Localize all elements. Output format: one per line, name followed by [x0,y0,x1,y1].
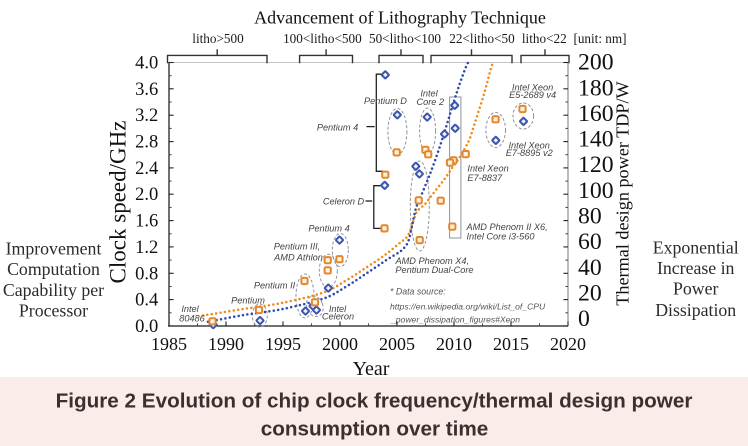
svg-text:Clock speed/GHz: Clock speed/GHz [105,121,130,284]
svg-text:120: 120 [578,152,614,178]
svg-text:Pentium III,: Pentium III, [274,242,320,252]
svg-text:Computation: Computation [7,259,100,279]
svg-text:Year: Year [353,358,390,380]
svg-text:Pentium Dual-Core: Pentium Dual-Core [395,265,473,275]
svg-text:Figure 2 Evolution of chip clo: Figure 2 Evolution of chip clock frequen… [56,389,693,412]
svg-text:E7-8895 v2: E7-8895 v2 [506,148,553,158]
svg-text:_power_dissipation_figures#Xeo: _power_dissipation_figures#Xeon [390,314,520,324]
svg-text:E5-2689 v4: E5-2689 v4 [509,90,556,100]
svg-text:60: 60 [578,229,602,255]
svg-text:2010: 2010 [436,334,472,354]
svg-text:E7-8837: E7-8837 [467,173,503,183]
svg-text:Pentium 4: Pentium 4 [308,224,349,234]
svg-text:3.2: 3.2 [135,106,158,126]
svg-text:2020: 2020 [550,334,586,354]
svg-text:litho>500: litho>500 [192,31,244,46]
svg-text:Intel Xeon: Intel Xeon [467,163,508,173]
svg-text:Core 2: Core 2 [417,97,445,107]
svg-text:80486: 80486 [179,314,205,324]
svg-text:Capability per: Capability per [3,280,104,300]
svg-text:Exponential: Exponential [653,238,739,258]
svg-text:20: 20 [578,281,602,307]
svg-text:1995: 1995 [265,334,301,354]
svg-text:Pentium D: Pentium D [364,96,407,106]
svg-text:AMD Athlon: AMD Athlon [273,253,323,263]
svg-text:1.6: 1.6 [135,212,158,232]
svg-text:Intel: Intel [420,89,438,99]
svg-text:0.8: 0.8 [135,264,158,284]
svg-text:AMD Phenom II X6,: AMD Phenom II X6, [466,222,548,232]
svg-text:0.0: 0.0 [135,317,158,337]
svg-text:40: 40 [578,255,602,281]
svg-text:Pentium II: Pentium II [254,281,296,291]
svg-text:22<litho<50: 22<litho<50 [449,31,515,46]
svg-text:2000: 2000 [322,334,358,354]
svg-text:180: 180 [578,75,614,101]
svg-text:160: 160 [578,101,614,127]
svg-text:3.6: 3.6 [135,80,158,100]
svg-text:200: 200 [578,50,614,76]
svg-text:Intel Core i3-560: Intel Core i3-560 [467,232,536,242]
svg-text:140: 140 [578,127,614,153]
svg-text:litho<22: litho<22 [522,31,567,46]
svg-text:80: 80 [578,204,602,230]
svg-text:Celeron D: Celeron D [323,197,365,207]
svg-text:Pentium 4: Pentium 4 [317,123,358,133]
svg-text:Processor: Processor [19,301,88,321]
svg-text:Dissipation: Dissipation [655,300,736,320]
svg-text:Celeron: Celeron [322,312,354,322]
svg-text:https://en.wikipedia.org/wiki/: https://en.wikipedia.org/wiki/List_of_CP… [390,302,546,312]
svg-text:0.4: 0.4 [135,291,158,311]
svg-text:1.2: 1.2 [135,238,158,258]
svg-text:* Data source:: * Data source: [390,287,446,297]
svg-text:2005: 2005 [379,334,415,354]
svg-text:1985: 1985 [151,334,187,354]
svg-text:2015: 2015 [493,334,529,354]
svg-text:1990: 1990 [208,334,244,354]
svg-text:Increase in: Increase in [657,258,735,278]
svg-text:consumption over time: consumption over time [261,418,489,441]
svg-text:Intel Xeon: Intel Xeon [512,82,553,92]
svg-text:50<litho<100: 50<litho<100 [369,31,441,46]
svg-text:2.8: 2.8 [135,133,158,153]
svg-text:100: 100 [578,178,614,204]
svg-text:Thermal design power TDP/W: Thermal design power TDP/W [613,80,633,305]
svg-text:Power: Power [673,279,719,299]
svg-text:4.0: 4.0 [135,54,158,74]
svg-text:[unit: nm]: [unit: nm] [573,31,626,46]
svg-text:Advancement of Lithography Tec: Advancement of Lithography Technique [254,8,546,28]
svg-text:AMD Phenom X4,: AMD Phenom X4, [395,256,470,266]
svg-text:0: 0 [578,306,590,332]
svg-text:100<litho<500: 100<litho<500 [283,31,362,46]
svg-text:2.0: 2.0 [135,185,158,205]
svg-text:2.4: 2.4 [135,159,158,179]
svg-text:Improvement: Improvement [6,239,102,259]
svg-text:Intel: Intel [181,304,199,314]
svg-text:Intel: Intel [329,304,347,314]
svg-text:Intel Xeon: Intel Xeon [509,140,550,150]
svg-text:Pentium: Pentium [231,296,265,306]
